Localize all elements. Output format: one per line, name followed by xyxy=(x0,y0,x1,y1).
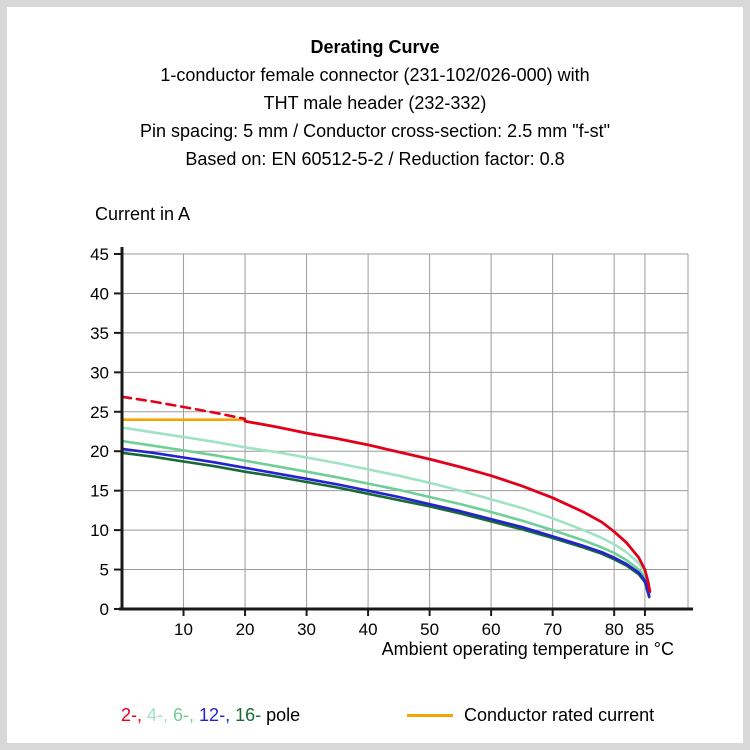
x-tick-label-10: 10 xyxy=(174,620,193,639)
y-tick-label-30: 30 xyxy=(90,363,109,382)
chart-title: Derating Curve xyxy=(310,37,440,57)
x-tick-label-80: 80 xyxy=(605,620,624,639)
y-tick-label-45: 45 xyxy=(90,245,109,264)
x-tick-label-40: 40 xyxy=(359,620,378,639)
chart-header: Derating Curve 1-conductor female connec… xyxy=(7,33,743,173)
rated-current-label: Conductor rated current xyxy=(464,705,655,725)
legend-pole-items: 2-, 4-, 6-, 12-, 16- xyxy=(121,705,266,725)
curve-2-pole xyxy=(243,419,652,593)
curve-2-pole-dashed xyxy=(120,395,247,421)
chart-subtitle-line-4: Based on: EN 60512-5-2 / Reduction facto… xyxy=(185,149,565,169)
x-tick-label-85: 85 xyxy=(635,620,654,639)
chart-subtitle-line-2: THT male header (232-332) xyxy=(263,93,487,113)
curve-6-pole xyxy=(120,439,651,597)
y-tick-label-15: 15 xyxy=(90,482,109,501)
y-tick-label-25: 25 xyxy=(90,403,109,422)
legend-pole-6-label: 6-, xyxy=(173,705,200,725)
curve-12-pole xyxy=(120,447,651,598)
legend-pole-16-label: 16- xyxy=(235,705,267,725)
y-tick-label-5: 5 xyxy=(100,561,109,580)
chart-subtitle-line-1: 1-conductor female connector (231-102/02… xyxy=(160,65,590,85)
y-tick-label-35: 35 xyxy=(90,324,109,343)
y-tick-label-0: 0 xyxy=(100,600,109,619)
legend-pole-4-label: 4-, xyxy=(147,705,174,725)
x-axis-title: Ambient operating temperature in °C xyxy=(381,639,674,659)
y-tick-label-10: 10 xyxy=(90,521,109,540)
rated-current-line-swatch xyxy=(407,714,453,717)
y-tick-label-40: 40 xyxy=(90,284,109,303)
legend-pole-suffix: pole xyxy=(266,705,301,725)
x-tick-label-20: 20 xyxy=(236,620,255,639)
y-axis-title: Current in A xyxy=(95,204,191,224)
legend-pole-2-label: 2-, xyxy=(121,705,148,725)
x-tick-label-30: 30 xyxy=(297,620,316,639)
curve-4-pole xyxy=(120,426,652,595)
legend-pole-12-label: 12-, xyxy=(199,705,236,725)
x-tick-label-60: 60 xyxy=(482,620,501,639)
legend-poles: 2-, 4-, 6-, 12-, 16- pole xyxy=(121,705,300,726)
legend-rated-current: Conductor rated current xyxy=(407,705,654,726)
curve-16-pole xyxy=(120,451,651,599)
chart-subtitle-line-3: Pin spacing: 5 mm / Conductor cross-sect… xyxy=(140,121,610,141)
derating-curve-chart: 10 20 30 40 50 60 70 80 85 0 5 10 15 20 25 30 35 40 45 xyxy=(90,245,693,639)
y-tick-label-20: 20 xyxy=(90,442,109,461)
x-tick-label-70: 70 xyxy=(543,620,562,639)
x-tick-label-50: 50 xyxy=(420,620,439,639)
